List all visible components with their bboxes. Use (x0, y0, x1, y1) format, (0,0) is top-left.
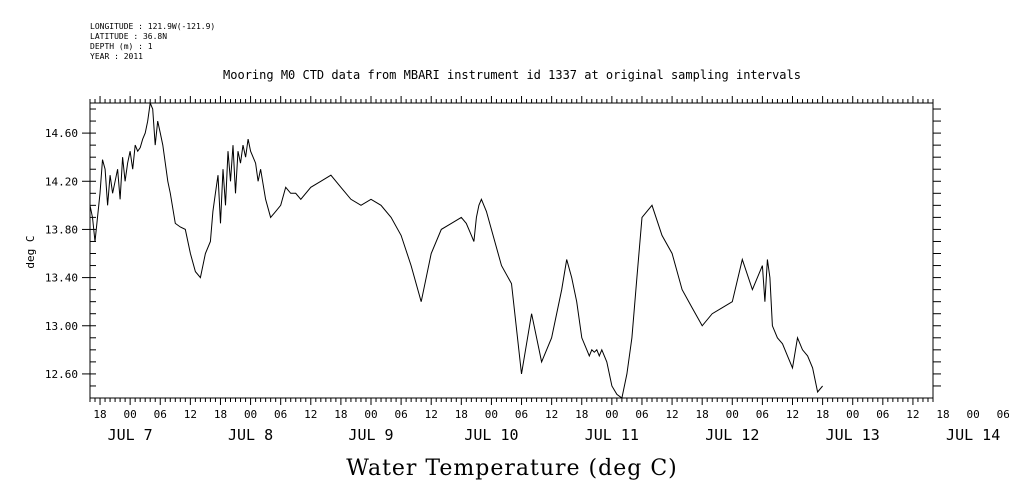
x-hour-label: 00 (846, 408, 859, 421)
x-hour-label: 00 (967, 408, 980, 421)
x-date-label: JUL 11 (585, 426, 639, 444)
x-date-label: JUL 8 (228, 426, 273, 444)
water-temperature-line (89, 101, 823, 399)
longitude-label: LONGITUDE : 121.9W(-121.9) (90, 22, 216, 31)
x-hour-label: 12 (425, 408, 438, 421)
y-axis: 12.60 13.00 13.40 13.80 14.20 14.60 (45, 108, 941, 387)
x-axis: 18 00 06 12 18 00 06 12 18 00 06 12 18 00 06 12 18 00 06 12… (93, 408, 1009, 444)
y-axis-label: deg C (24, 235, 37, 268)
chart-title: Mooring M0 CTD data from MBARI instrumen… (223, 68, 801, 82)
x-hour-label: 12 (304, 408, 317, 421)
station-metadata: LONGITUDE : 121.9W(-121.9) LATITUDE : 36… (90, 22, 215, 62)
x-hour-label: 18 (214, 408, 227, 421)
y-tick-label: 14.60 (45, 127, 78, 140)
depth-label: DEPTH (m) : 1 (90, 42, 153, 51)
x-hour-label: 06 (515, 408, 528, 421)
minor-ticks (89, 96, 934, 405)
x-hour-label: 00 (244, 408, 257, 421)
x-hour-label: 06 (635, 408, 648, 421)
x-date-label: JUL 12 (705, 426, 759, 444)
x-hour-label: 12 (906, 408, 919, 421)
x-date-label: JUL 9 (348, 426, 393, 444)
latitude-label: LATITUDE : 36.8N (90, 32, 168, 41)
x-hour-label: 12 (184, 408, 197, 421)
x-hour-label: 18 (816, 408, 829, 421)
x-axis-title: Water Temperature (deg C) (346, 456, 678, 481)
x-hour-label: 06 (154, 408, 167, 421)
y-tick-label: 13.00 (45, 320, 78, 333)
x-hour-label: 18 (936, 408, 949, 421)
x-date-label: JUL 7 (108, 426, 153, 444)
x-hour-label: 00 (124, 408, 137, 421)
y-tick-label: 13.80 (45, 223, 78, 236)
x-hour-label: 06 (997, 408, 1009, 421)
x-hour-label: 06 (756, 408, 769, 421)
x-hour-label: 06 (274, 408, 287, 421)
year-label: YEAR : 2011 (90, 52, 143, 61)
x-hour-label: 18 (93, 408, 106, 421)
x-hour-label: 00 (485, 408, 498, 421)
y-tick-label: 14.20 (45, 175, 78, 188)
x-hour-label: 06 (876, 408, 889, 421)
x-hour-label: 06 (394, 408, 407, 421)
x-hour-label: 00 (605, 408, 618, 421)
x-hour-label: 12 (545, 408, 558, 421)
x-hour-label: 12 (786, 408, 799, 421)
x-date-label: JUL 10 (464, 426, 518, 444)
x-hour-label: 18 (455, 408, 468, 421)
x-hour-label: 00 (364, 408, 377, 421)
y-tick-label: 12.60 (45, 368, 78, 381)
plot-frame (89, 102, 934, 399)
y-tick-label: 13.40 (45, 272, 78, 285)
x-date-label: JUL 13 (826, 426, 880, 444)
x-hour-label: 18 (575, 408, 588, 421)
x-hour-label: 18 (696, 408, 709, 421)
x-hour-label: 12 (665, 408, 678, 421)
x-date-label: JUL 14 (946, 426, 1000, 444)
x-hour-label: 18 (334, 408, 347, 421)
x-hour-label: 00 (726, 408, 739, 421)
